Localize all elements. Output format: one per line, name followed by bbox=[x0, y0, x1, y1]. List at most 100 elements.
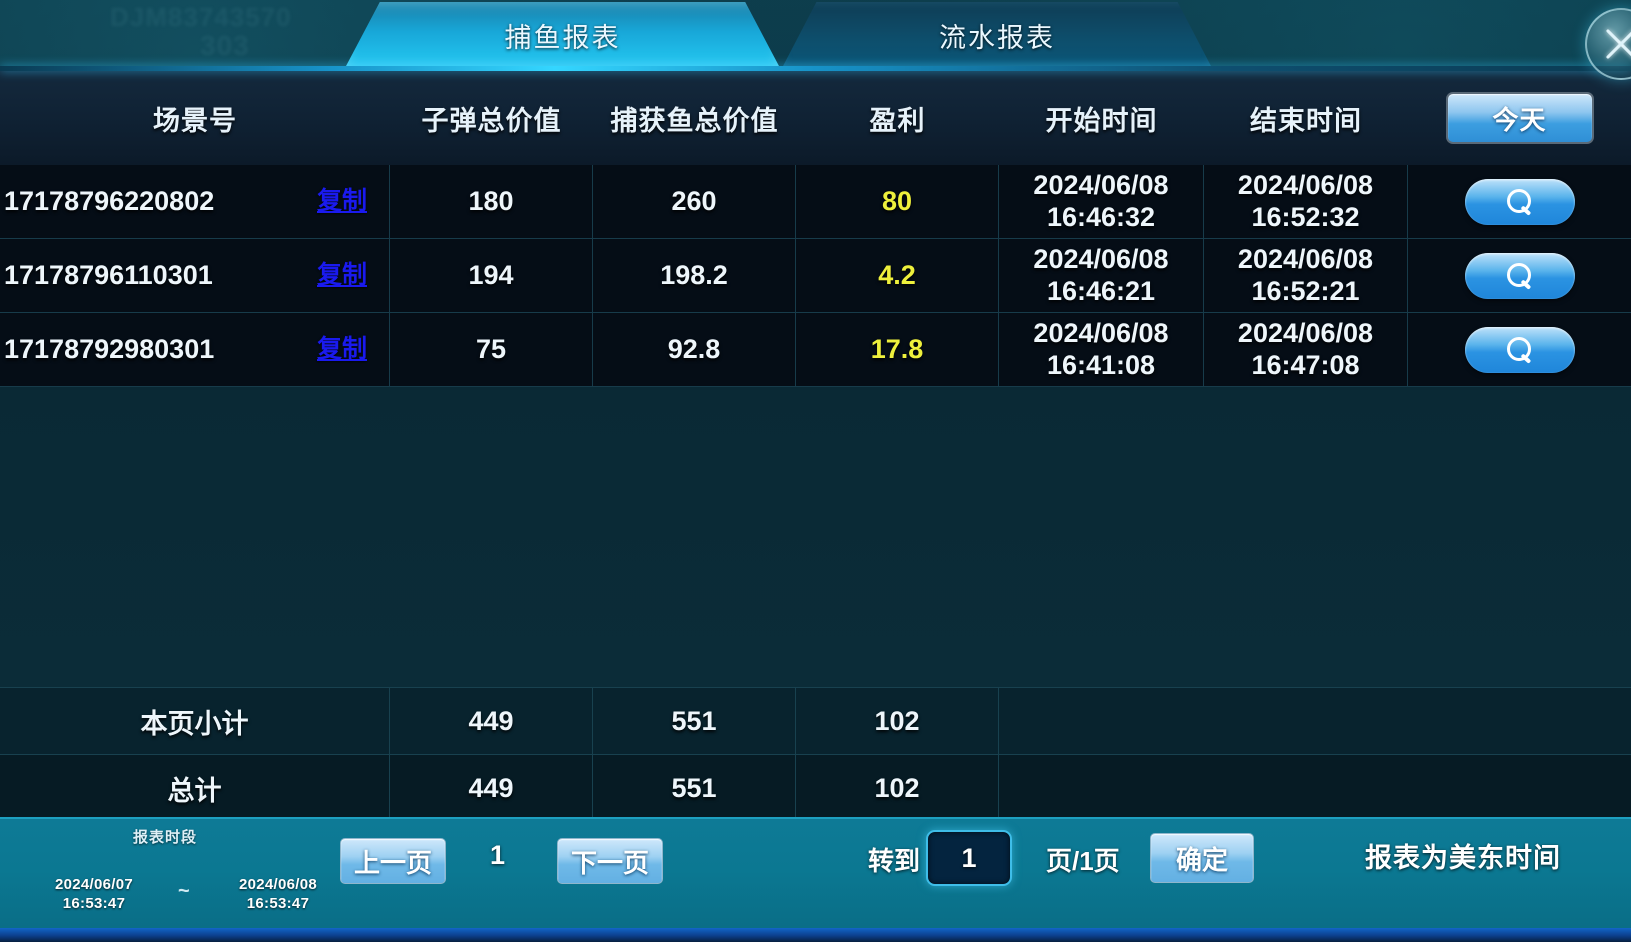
next-page-button[interactable]: 下一页 bbox=[557, 838, 663, 884]
report-table: 场景号 子弹总价值 捕获鱼总价值 盈利 开始时间 结束时间 今天 1717879… bbox=[0, 71, 1631, 821]
end-time-value: 16:53:47 bbox=[246, 894, 310, 912]
start-date: 2024/06/08 bbox=[1033, 170, 1169, 201]
search-detail-button[interactable] bbox=[1464, 178, 1575, 225]
goto-label: 转到 bbox=[868, 846, 921, 876]
total-label: 总计 bbox=[0, 755, 390, 821]
end-time: 16:52:32 bbox=[1251, 201, 1360, 232]
cell-profit: 17.8 bbox=[796, 313, 999, 386]
prev-page-button[interactable]: 上一页 bbox=[340, 838, 446, 884]
cell-profit: 4.2 bbox=[796, 239, 999, 312]
start-time: 16:46:21 bbox=[1046, 275, 1156, 306]
table-header-row: 场景号 子弹总价值 捕获鱼总价值 盈利 开始时间 结束时间 今天 bbox=[0, 71, 1631, 165]
total-bullet-total: 449 bbox=[390, 755, 593, 821]
today-button[interactable]: 今天 bbox=[1445, 92, 1594, 144]
column-header-action: 今天 bbox=[1408, 71, 1631, 165]
cell-end-time: 2024/06/08 16:47:08 bbox=[1204, 313, 1408, 386]
bottom-strip bbox=[0, 928, 1631, 942]
column-header-start-time: 开始时间 bbox=[1045, 105, 1158, 136]
start-date: 2024/06/08 bbox=[1033, 318, 1169, 349]
cell-fish-total: 260 bbox=[593, 165, 796, 238]
end-date: 2024/06/08 bbox=[1237, 170, 1374, 201]
current-page-number: 1 bbox=[490, 840, 506, 870]
confirm-button[interactable]: 确定 bbox=[1150, 833, 1254, 883]
end-date-value: 2024/06/08 bbox=[238, 876, 318, 893]
start-date-value: 2024/06/07 bbox=[54, 876, 134, 893]
report-period-label: 报表时段 bbox=[133, 829, 198, 846]
end-date-picker[interactable]: 2024/06/08 16:53:47 bbox=[218, 876, 338, 914]
cell-bullet-total: 194 bbox=[390, 239, 593, 312]
end-time: 16:52:21 bbox=[1251, 275, 1360, 306]
total-blank bbox=[999, 755, 1631, 821]
cell-scene-id: 17178792980301 复制 bbox=[0, 313, 390, 386]
tab-underline bbox=[0, 66, 1631, 71]
cell-bullet-total: 75 bbox=[390, 313, 593, 386]
tab-label: 流水报表 bbox=[939, 22, 1055, 53]
cell-bullet-total: 180 bbox=[390, 165, 593, 238]
start-time: 16:46:32 bbox=[1046, 201, 1156, 232]
start-time: 16:41:08 bbox=[1046, 349, 1156, 380]
goto-page-input[interactable]: 1 bbox=[926, 830, 1012, 886]
start-time-value: 16:53:47 bbox=[62, 894, 126, 912]
tab-fishing-report[interactable]: 捕鱼报表 bbox=[345, 2, 780, 68]
date-range-separator: ~ bbox=[178, 880, 190, 902]
scene-id-text: 17178796110301 bbox=[4, 259, 213, 290]
cell-action bbox=[1408, 239, 1631, 312]
page-subtotal-row: 本页小计 449 551 102 bbox=[0, 687, 1631, 754]
magnifier-icon bbox=[1506, 262, 1533, 289]
cell-scene-id: 17178796110301 复制 bbox=[0, 239, 390, 312]
subtotal-profit: 102 bbox=[796, 688, 999, 754]
column-header-scene-id: 场景号 bbox=[153, 105, 237, 136]
background-ghost-text-0: DJM83743570 bbox=[110, 2, 292, 32]
tab-label: 捕鱼报表 bbox=[504, 22, 621, 53]
cell-end-time: 2024/06/08 16:52:32 bbox=[1204, 165, 1408, 238]
subtotal-label: 本页小计 bbox=[0, 688, 390, 754]
scene-id-text: 17178792980301 bbox=[4, 333, 215, 364]
background-ghost-text-1: 303 bbox=[200, 30, 250, 61]
magnifier-icon bbox=[1506, 188, 1533, 215]
timezone-note: 报表为美东时间 bbox=[1365, 843, 1561, 873]
start-date: 2024/06/08 bbox=[1033, 244, 1169, 275]
cell-profit: 80 bbox=[796, 165, 999, 238]
cell-start-time: 2024/06/08 16:46:21 bbox=[999, 239, 1204, 312]
pagination-footer bbox=[0, 817, 1631, 932]
end-date: 2024/06/08 bbox=[1237, 318, 1374, 349]
table-body: 17178796220802 复制 180 260 80 2024/06/08 … bbox=[0, 165, 1631, 821]
cell-start-time: 2024/06/08 16:46:32 bbox=[999, 165, 1204, 238]
table-row[interactable]: 17178796110301 复制 194 198.2 4.2 2024/06/… bbox=[0, 239, 1631, 313]
subtotal-bullet-total: 449 bbox=[390, 688, 593, 754]
copy-link[interactable]: 复制 bbox=[316, 335, 367, 364]
table-row[interactable]: 17178796220802 复制 180 260 80 2024/06/08 … bbox=[0, 165, 1631, 239]
tab-shape bbox=[782, 2, 1212, 68]
tab-bar: 捕鱼报表 流水报表 bbox=[0, 0, 1631, 71]
scene-id-text: 17178796220802 bbox=[4, 185, 215, 216]
column-header-fish-total: 捕获鱼总价值 bbox=[610, 105, 779, 136]
cell-end-time: 2024/06/08 16:52:21 bbox=[1204, 239, 1408, 312]
cell-action bbox=[1408, 313, 1631, 386]
cell-fish-total: 92.8 bbox=[593, 313, 796, 386]
subtotal-fish-total: 551 bbox=[593, 688, 796, 754]
subtotal-blank bbox=[999, 688, 1631, 754]
cell-action bbox=[1408, 165, 1631, 238]
search-detail-button[interactable] bbox=[1464, 252, 1575, 299]
tab-transaction-report[interactable]: 流水报表 bbox=[782, 2, 1212, 68]
search-detail-button[interactable] bbox=[1464, 326, 1575, 373]
column-header-bullet-total: 子弹总价值 bbox=[421, 105, 562, 136]
cell-fish-total: 198.2 bbox=[593, 239, 796, 312]
grand-total-row: 总计 449 551 102 bbox=[0, 754, 1631, 821]
total-fish-total: 551 bbox=[593, 755, 796, 821]
cell-scene-id: 17178796220802 复制 bbox=[0, 165, 390, 238]
tab-shape bbox=[345, 2, 780, 68]
copy-link[interactable]: 复制 bbox=[316, 261, 367, 290]
start-date-picker[interactable]: 2024/06/07 16:53:47 bbox=[34, 876, 154, 914]
total-profit: 102 bbox=[796, 755, 999, 821]
cell-start-time: 2024/06/08 16:41:08 bbox=[999, 313, 1204, 386]
table-row[interactable]: 17178792980301 复制 75 92.8 17.8 2024/06/0… bbox=[0, 313, 1631, 387]
copy-link[interactable]: 复制 bbox=[316, 187, 367, 216]
magnifier-icon bbox=[1506, 336, 1533, 363]
page-of-label: 页/1页 bbox=[1046, 846, 1120, 876]
empty-rows-area bbox=[0, 387, 1631, 687]
column-header-end-time: 结束时间 bbox=[1250, 105, 1362, 136]
end-time: 16:47:08 bbox=[1251, 349, 1360, 380]
column-header-profit: 盈利 bbox=[869, 105, 926, 136]
